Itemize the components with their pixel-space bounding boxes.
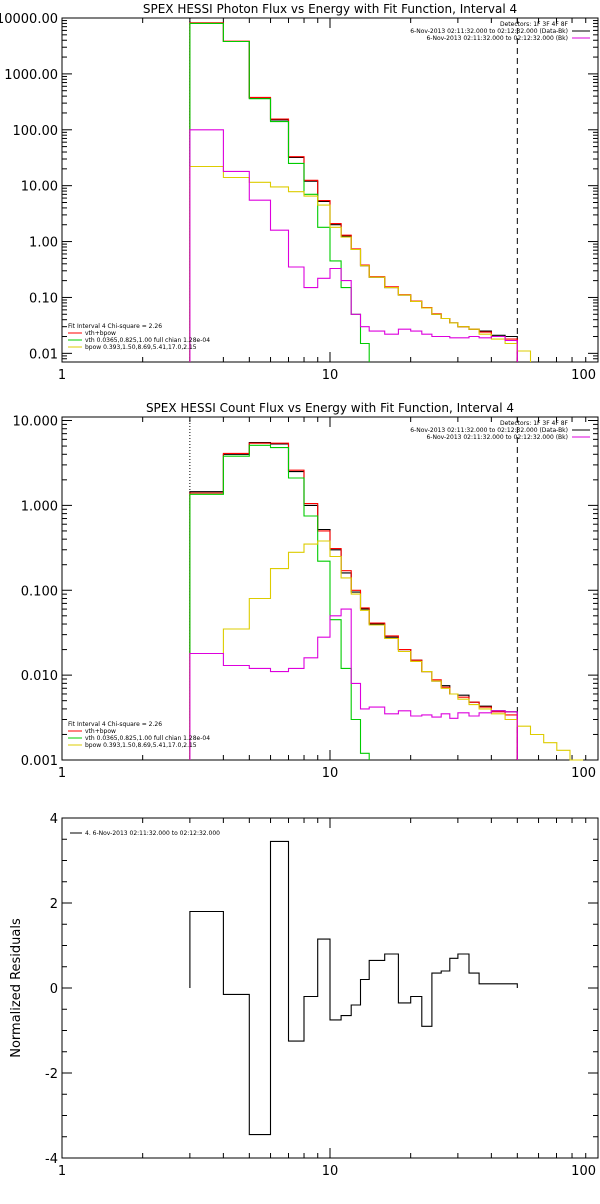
y-tick-label: -2 — [45, 1067, 58, 1082]
y-tick-label: 0 — [50, 982, 58, 997]
x-tick-label: 1 — [58, 368, 66, 383]
y-tick-label: 10.00 — [21, 180, 58, 195]
x-tick-label: 10 — [322, 766, 339, 781]
legend-entry: Detectors: 1F 3F 4F 8F — [500, 21, 569, 28]
x-tick-label: 100 — [571, 368, 596, 383]
legend-entry: Fit Interval 4 Chi-square = 2.26 — [68, 721, 162, 728]
legend-entry: vth 0.0365,0.825,1.00 full chian 1.28e-0… — [85, 735, 210, 742]
legend-entry: 6-Nov-2013 02:11:32.000 to 02:12:32.000 … — [426, 35, 568, 42]
series-data-line — [189, 840, 518, 1136]
legend-entry: 4. 6-Nov-2013 02:11:32.000 to 02:12:32.0… — [85, 830, 220, 837]
y-tick-label: 4 — [50, 812, 58, 827]
y-tick-label: 0.01 — [29, 347, 58, 362]
x-tick-label: 10 — [322, 368, 339, 383]
y-axis-label: Normalized Residuals — [9, 918, 24, 1058]
series-total_fit-line — [189, 22, 518, 362]
legend-entry: vth+bpow — [85, 728, 116, 735]
series-bpow-line — [189, 165, 532, 362]
series-background_spectrum-line — [189, 608, 518, 760]
y-tick-label: 10.000 — [13, 415, 59, 430]
y-tick-label: 2 — [50, 897, 58, 912]
legend-entry: vth 0.0365,0.825,1.00 full chian 1.28e-0… — [85, 337, 210, 344]
x-tick-label: 10 — [322, 1164, 339, 1179]
legend-entry: 6-Nov-2013 02:11:32.000 to 02:12:32.000 … — [410, 28, 568, 35]
y-tick-label: 1000.00 — [4, 68, 58, 83]
legend-entry: 6-Nov-2013 02:11:32.000 to 02:12:32.000 … — [426, 434, 568, 441]
series-vth-line — [189, 444, 370, 760]
series-vth-line — [189, 22, 370, 362]
series-bpow-line — [189, 540, 584, 761]
series-background_spectrum-line — [189, 129, 518, 362]
x-tick-label: 100 — [571, 766, 596, 781]
y-tick-label: 10000.00 — [0, 12, 58, 27]
y-tick-label: 100.00 — [13, 124, 59, 139]
y-tick-label: 0.010 — [21, 669, 58, 684]
x-tick-label: 1 — [58, 766, 66, 781]
chart-title: SPEX HESSI Count Flux vs Energy with Fit… — [146, 401, 514, 415]
legend-entry: 6-Nov-2013 02:11:32.000 to 02:12:32.000 … — [410, 427, 568, 434]
series-data-line — [189, 22, 518, 362]
legend-entry: Detectors: 1F 3F 4F 8F — [500, 420, 569, 427]
x-tick-label: 1 — [58, 1164, 66, 1179]
y-tick-label: 0.001 — [21, 754, 58, 769]
legend-entry: Fit Interval 4 Chi-square = 2.26 — [68, 323, 162, 330]
legend-entry: bpow 0.393,1.50,8.69,5.41,17.0,2.15 — [85, 742, 197, 749]
y-tick-label: -4 — [45, 1152, 58, 1167]
x-tick-label: 100 — [571, 1164, 596, 1179]
y-tick-label: 1.00 — [29, 236, 58, 251]
legend-entry: vth+bpow — [85, 330, 116, 337]
y-tick-label: 0.100 — [21, 584, 58, 599]
y-tick-label: 1.000 — [21, 499, 58, 514]
legend-entry: bpow 0.393,1.50,8.69,5.41,17.0,2.15 — [85, 344, 197, 351]
y-tick-label: 0.10 — [29, 291, 58, 306]
chart-title: SPEX HESSI Photon Flux vs Energy with Fi… — [143, 2, 517, 16]
